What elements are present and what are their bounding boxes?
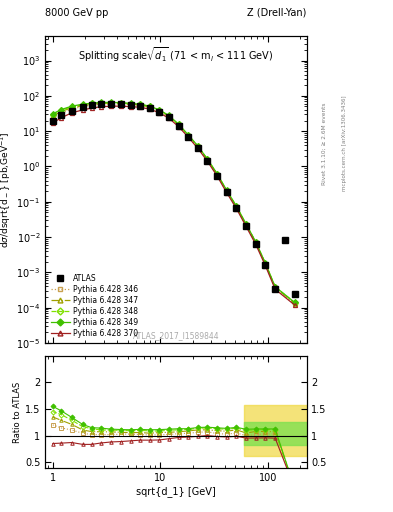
Y-axis label: Ratio to ATLAS: Ratio to ATLAS [13, 381, 22, 443]
Text: Splitting scale$\sqrt{d_1}$ (71 < m$_l$ < 111 GeV): Splitting scale$\sqrt{d_1}$ (71 < m$_l$ … [78, 45, 274, 64]
Y-axis label: d$\sigma$/dsqrt{d$_-$} [pb,GeV$^{-1}$]: d$\sigma$/dsqrt{d$_-$} [pb,GeV$^{-1}$] [0, 131, 13, 248]
Legend: ATLAS, Pythia 6.428 346, Pythia 6.428 347, Pythia 6.428 348, Pythia 6.428 349, P: ATLAS, Pythia 6.428 346, Pythia 6.428 34… [49, 272, 140, 339]
Text: 8000 GeV pp: 8000 GeV pp [45, 8, 108, 18]
Text: mcplots.cern.ch [arXiv:1306.3436]: mcplots.cern.ch [arXiv:1306.3436] [342, 96, 347, 191]
Text: Z (Drell-Yan): Z (Drell-Yan) [247, 8, 307, 18]
Text: Rivet 3.1.10; ≥ 2.6M events: Rivet 3.1.10; ≥ 2.6M events [322, 102, 327, 185]
Text: ATLAS_2017_I1589844: ATLAS_2017_I1589844 [132, 331, 219, 340]
X-axis label: sqrt{d_1} [GeV]: sqrt{d_1} [GeV] [136, 486, 216, 497]
